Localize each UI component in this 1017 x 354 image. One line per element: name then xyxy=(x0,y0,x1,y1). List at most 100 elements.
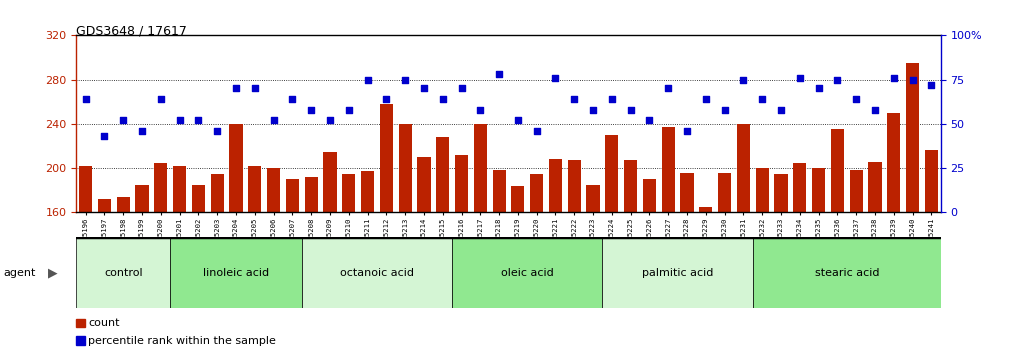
Bar xyxy=(793,162,806,212)
Point xyxy=(679,128,696,134)
Bar xyxy=(662,127,675,212)
Point xyxy=(716,107,732,113)
Text: linoleic acid: linoleic acid xyxy=(203,268,270,278)
Bar xyxy=(700,207,712,212)
Point xyxy=(660,86,676,91)
Point xyxy=(491,72,507,77)
Point xyxy=(265,118,282,123)
Bar xyxy=(211,174,224,212)
Point xyxy=(642,118,658,123)
Point xyxy=(77,96,94,102)
Point xyxy=(622,107,639,113)
Bar xyxy=(474,124,487,212)
Point xyxy=(698,96,714,102)
Bar xyxy=(76,336,85,345)
Bar xyxy=(453,237,602,308)
Bar xyxy=(605,135,618,212)
Point xyxy=(585,107,601,113)
Bar xyxy=(643,179,656,212)
Bar xyxy=(230,124,243,212)
Text: stearic acid: stearic acid xyxy=(815,268,879,278)
Bar xyxy=(831,130,844,212)
Bar xyxy=(248,166,261,212)
Bar xyxy=(530,174,543,212)
Point xyxy=(773,107,789,113)
Bar xyxy=(849,170,862,212)
Point xyxy=(791,75,807,81)
Text: percentile rank within the sample: percentile rank within the sample xyxy=(88,336,277,346)
Point xyxy=(210,128,226,134)
Bar xyxy=(924,150,938,212)
Bar xyxy=(812,168,825,212)
Point xyxy=(434,96,451,102)
Bar xyxy=(869,161,882,212)
Text: ▶: ▶ xyxy=(48,266,57,279)
Point xyxy=(303,107,319,113)
Point xyxy=(529,128,545,134)
Point xyxy=(735,77,752,82)
Bar xyxy=(286,179,299,212)
Point xyxy=(566,96,583,102)
Bar xyxy=(587,185,600,212)
Bar xyxy=(192,185,205,212)
Point xyxy=(547,75,563,81)
Point xyxy=(359,77,375,82)
Bar xyxy=(436,137,450,212)
Point xyxy=(811,86,827,91)
Point xyxy=(247,86,263,91)
Point xyxy=(754,96,770,102)
Bar xyxy=(170,237,302,308)
Point xyxy=(153,96,169,102)
Point xyxy=(829,77,845,82)
Bar xyxy=(455,155,468,212)
Point xyxy=(848,96,864,102)
Bar xyxy=(117,197,130,212)
Point xyxy=(321,118,338,123)
Bar xyxy=(624,160,638,212)
Point xyxy=(190,118,206,123)
Point xyxy=(923,82,940,88)
Bar xyxy=(76,319,85,327)
Bar xyxy=(567,160,581,212)
Bar xyxy=(737,124,750,212)
Point xyxy=(866,107,883,113)
Point xyxy=(472,107,488,113)
Bar xyxy=(98,199,111,212)
Point xyxy=(228,86,244,91)
Text: octanoic acid: octanoic acid xyxy=(340,268,414,278)
Bar xyxy=(302,237,453,308)
Bar xyxy=(549,159,562,212)
Bar xyxy=(906,63,919,212)
Bar xyxy=(267,168,280,212)
Point xyxy=(115,118,131,123)
Text: oleic acid: oleic acid xyxy=(501,268,553,278)
Bar xyxy=(76,237,170,308)
Text: control: control xyxy=(104,268,142,278)
Bar xyxy=(361,171,374,212)
Bar xyxy=(173,166,186,212)
Point xyxy=(604,96,620,102)
Bar xyxy=(135,185,148,212)
Bar xyxy=(323,152,337,212)
Point xyxy=(886,75,902,81)
Bar xyxy=(756,168,769,212)
Bar xyxy=(155,162,168,212)
Bar xyxy=(379,104,393,212)
Point xyxy=(285,96,301,102)
Bar xyxy=(753,237,941,308)
Point xyxy=(97,133,113,139)
Text: agent: agent xyxy=(3,268,36,278)
Bar xyxy=(774,174,787,212)
Point xyxy=(378,96,395,102)
Bar xyxy=(680,172,694,212)
Bar xyxy=(602,237,753,308)
Bar xyxy=(417,157,430,212)
Point xyxy=(416,86,432,91)
Bar xyxy=(492,170,505,212)
Bar xyxy=(305,177,317,212)
Text: GDS3648 / 17617: GDS3648 / 17617 xyxy=(76,25,187,38)
Point xyxy=(904,77,920,82)
Point xyxy=(397,77,413,82)
Bar xyxy=(718,172,731,212)
Bar xyxy=(342,174,355,212)
